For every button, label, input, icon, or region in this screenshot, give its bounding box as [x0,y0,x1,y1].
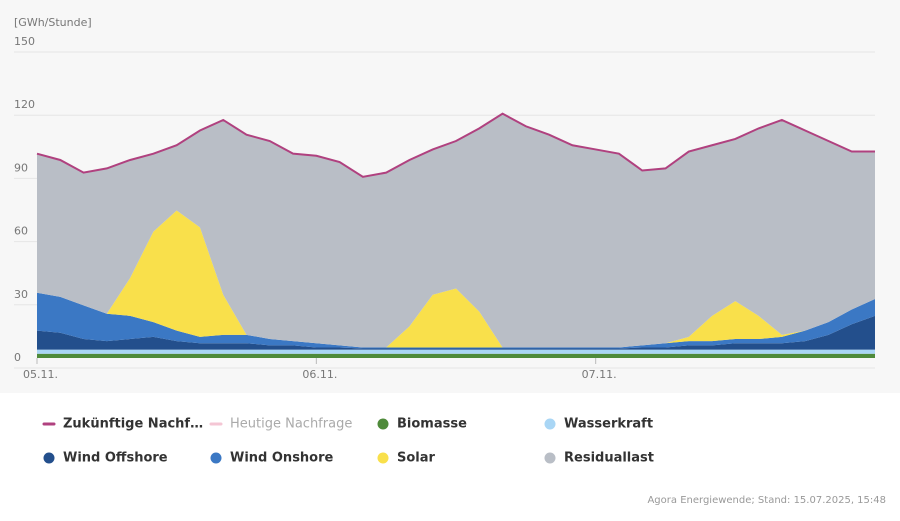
area [37,353,875,358]
legend-marker [544,418,556,430]
y-tick-label: 0 [14,351,21,364]
y-tick-label: 150 [14,35,35,48]
legend-label[interactable]: Wasserkraft [564,417,653,432]
legend-marker [210,452,222,464]
area [37,349,875,354]
area [37,210,875,348]
area [37,315,875,350]
legend-label[interactable]: Wind Offshore [63,451,168,466]
area [37,113,875,348]
legend-marker [377,418,389,430]
legend-marker [43,452,55,464]
legend-label[interactable]: Wind Onshore [230,451,334,466]
legend-label[interactable]: Heutige Nachfrage [230,417,352,432]
legend-label[interactable]: Residuallast [564,451,654,466]
x-tick-label: 05.11. [23,368,58,381]
legend-marker [544,452,556,464]
legend-label[interactable]: Zukünftige Nachf… [63,417,203,432]
y-tick-label: 30 [14,288,28,301]
source-note: Agora Energiewende; Stand: 15.07.2025, 1… [647,495,886,506]
y-tick-label: 120 [14,98,35,111]
y-tick-label: 60 [14,225,28,238]
x-tick-label: 06.11. [302,368,337,381]
line [36,112,875,178]
y-tick-label: 90 [14,161,28,174]
y-axis-label: [GWh/Stunde] [14,16,92,29]
x-tick-label: 07.11. [582,368,617,381]
legend-marker [377,452,389,464]
legend-label[interactable]: Biomasse [397,417,467,432]
legend-label[interactable]: Solar [397,451,436,466]
